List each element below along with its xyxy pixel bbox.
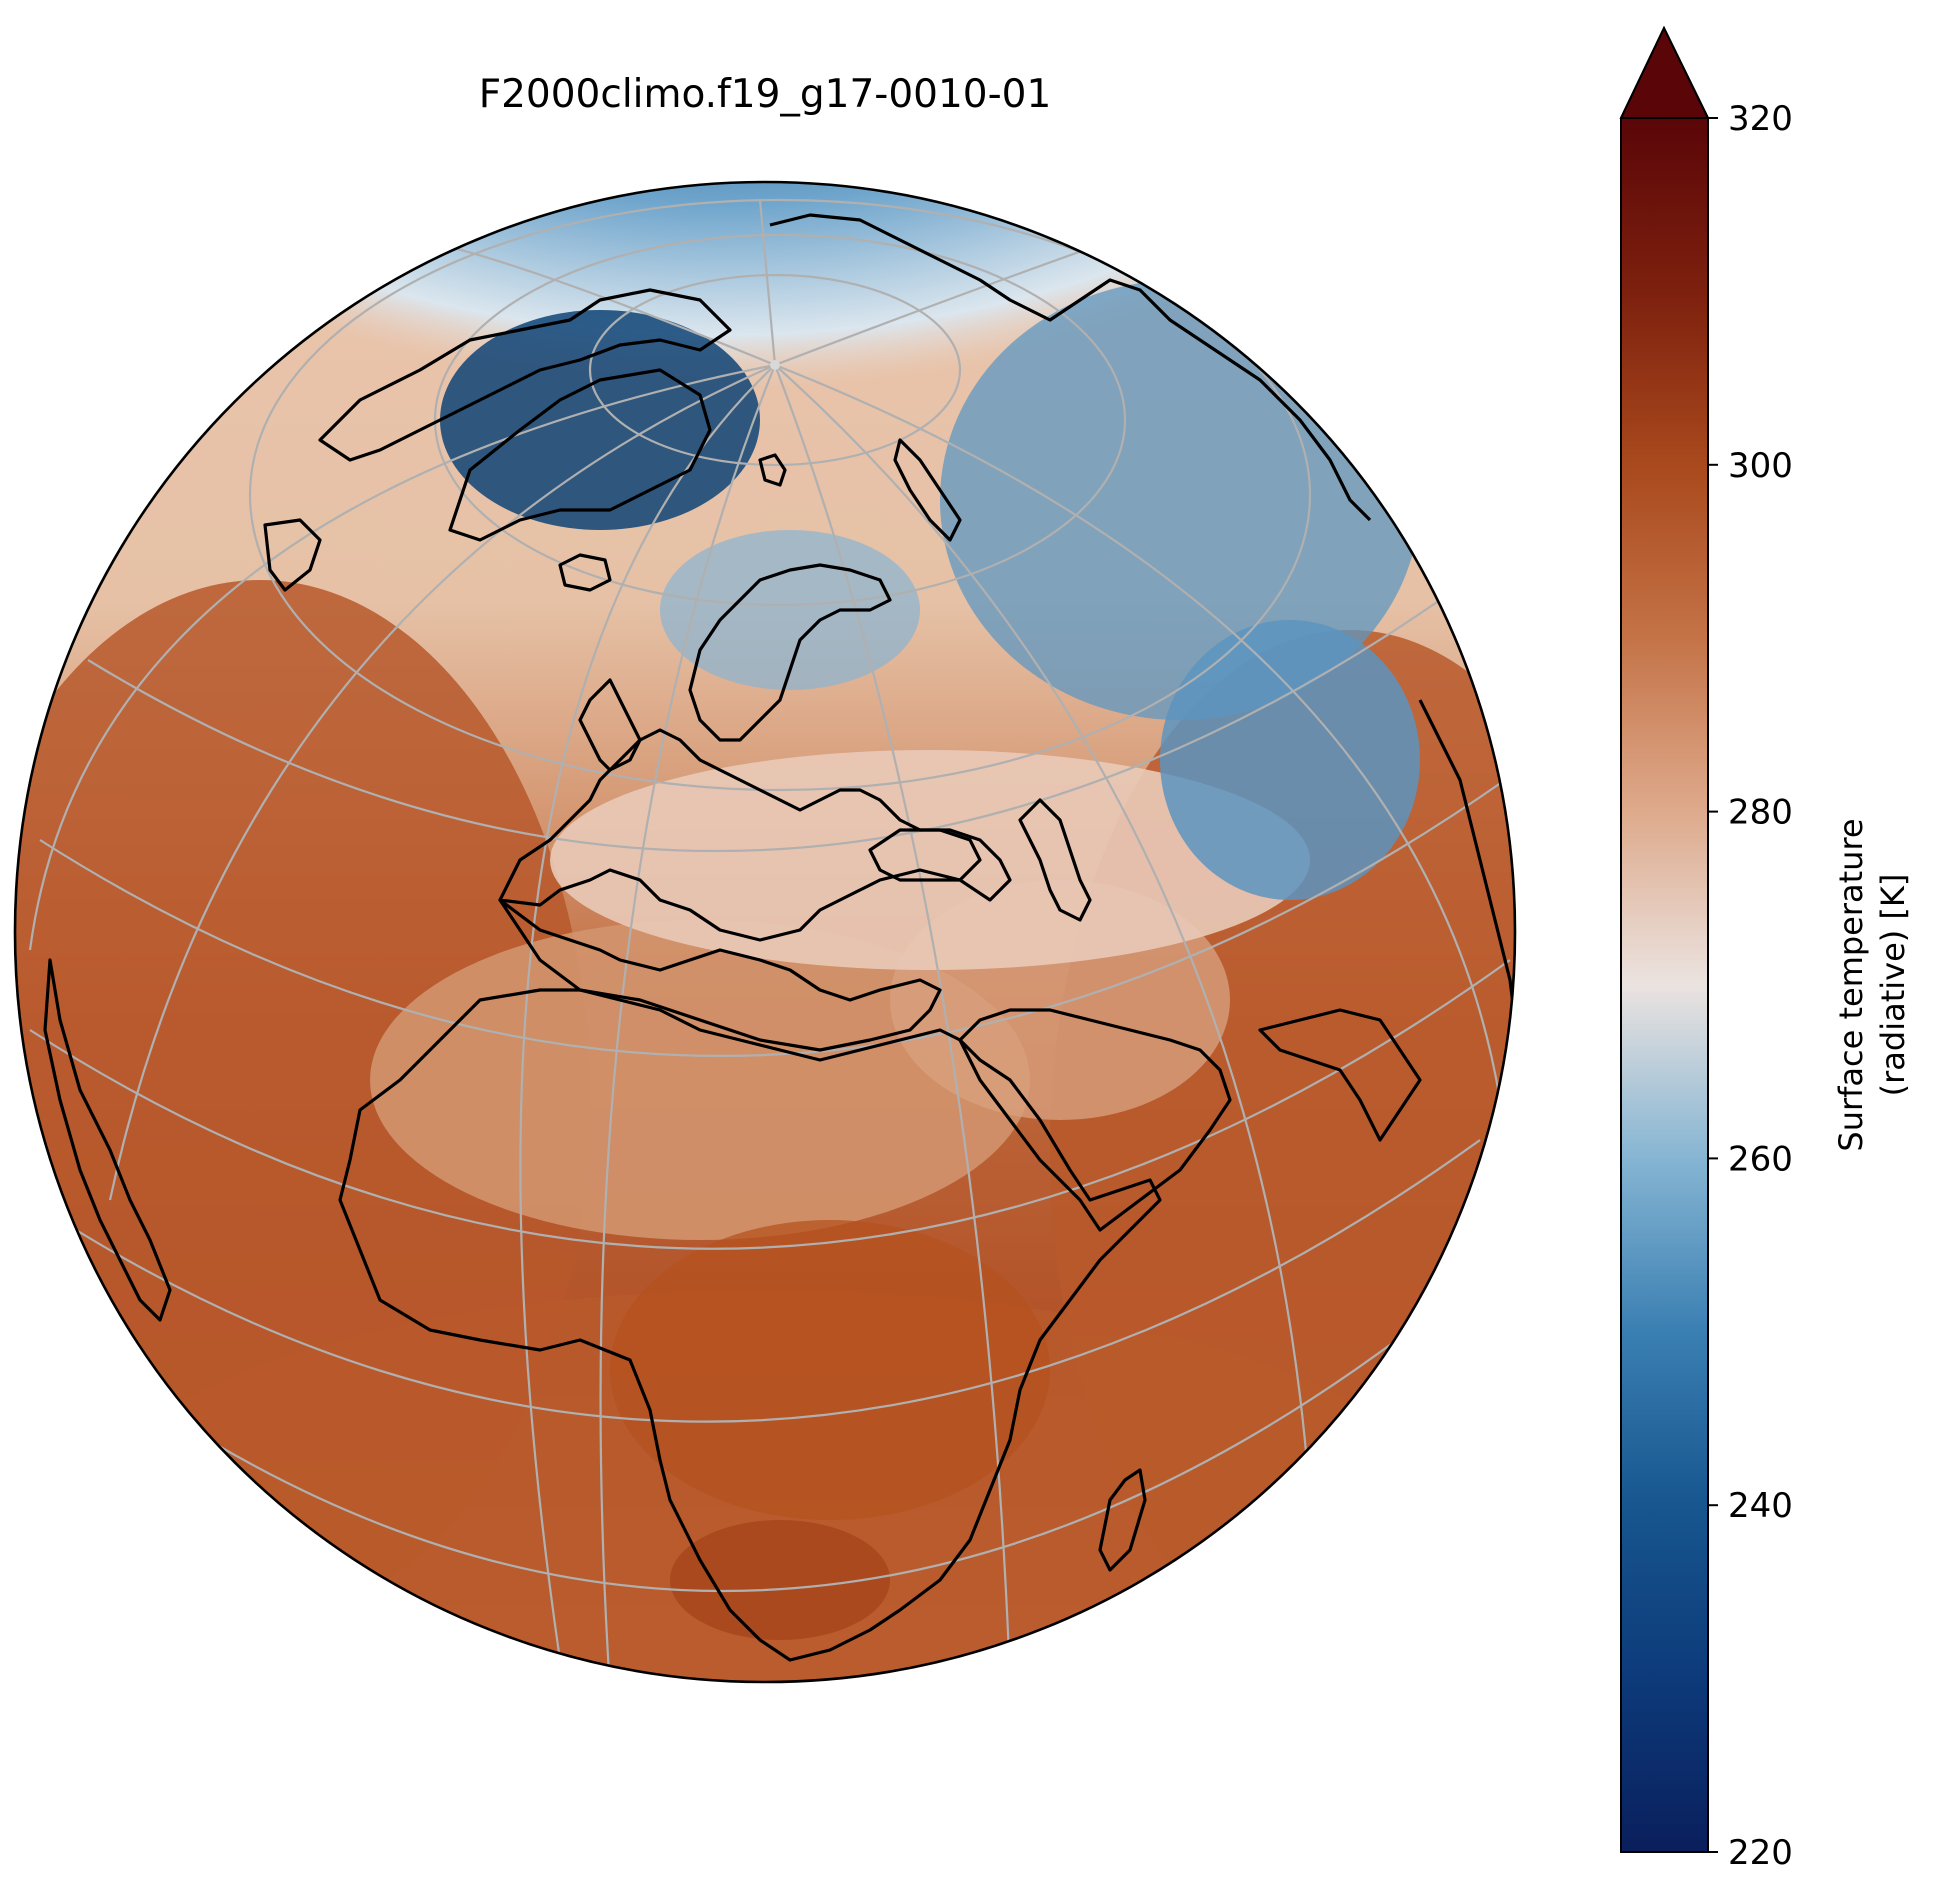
central-africa-region: [610, 1220, 1050, 1520]
india-coast: [1258, 1008, 1422, 1142]
madagascar-coast: [1098, 1468, 1147, 1572]
colorbar-tick-label: 240: [1728, 1486, 1793, 1526]
uk-coast: [578, 678, 642, 772]
canada-arctic-coast: [318, 288, 732, 462]
colorbar-extend-arrow: [1619, 25, 1710, 119]
globe-outline: [13, 180, 1517, 1684]
caspian-coast: [1018, 798, 1092, 922]
colorbar-tick-label: 280: [1728, 793, 1793, 833]
svalbard-coast: [758, 453, 787, 487]
colorbar-ticks: 220 240 260 280 300 320: [1708, 99, 1793, 1873]
colorbar-tick-label: 260: [1728, 1139, 1793, 1179]
colorbar-body: [1621, 118, 1708, 1852]
colorbar-label-line1: Surface temperature: [1832, 818, 1870, 1151]
map-title: F2000climo.f19_g17-0010-01: [479, 72, 1052, 117]
asia-north-coast: [769, 213, 1372, 522]
east-asia-coast: [1418, 699, 1515, 1021]
colorbar-outline: [1620, 25, 1709, 1853]
colorbar-label-line2: (radiative) [K]: [1874, 874, 1912, 1097]
black-sea-coast: [868, 828, 982, 882]
iceland-coast: [558, 553, 612, 592]
southern-africa-region: [670, 1520, 890, 1640]
europe-coast: [498, 728, 1012, 942]
colorbar-tick-label: 300: [1728, 446, 1793, 486]
africa-coast: [338, 988, 1162, 1662]
south-america-coast: [43, 958, 172, 1322]
mediterranean-coast: [498, 898, 942, 1052]
coastlines: [43, 213, 1515, 1662]
sahara-region: [370, 920, 1030, 1240]
globe: [15, 182, 1515, 1682]
colorbar: 220 240 260 280 300 320 Surface temperature (…: [1619, 25, 1912, 1873]
scandinavia-coast: [688, 563, 892, 742]
north-pole-marker: [770, 360, 780, 370]
colorbar-tick-label: 220: [1728, 1833, 1793, 1873]
hudson-coast: [263, 518, 322, 592]
greenland-coast: [448, 368, 712, 542]
siberia-cold-south: [1160, 620, 1420, 900]
novaya-zemlya-coast: [893, 438, 962, 542]
arabia-coast: [958, 1008, 1232, 1232]
colorbar-tick-label: 320: [1728, 99, 1793, 139]
